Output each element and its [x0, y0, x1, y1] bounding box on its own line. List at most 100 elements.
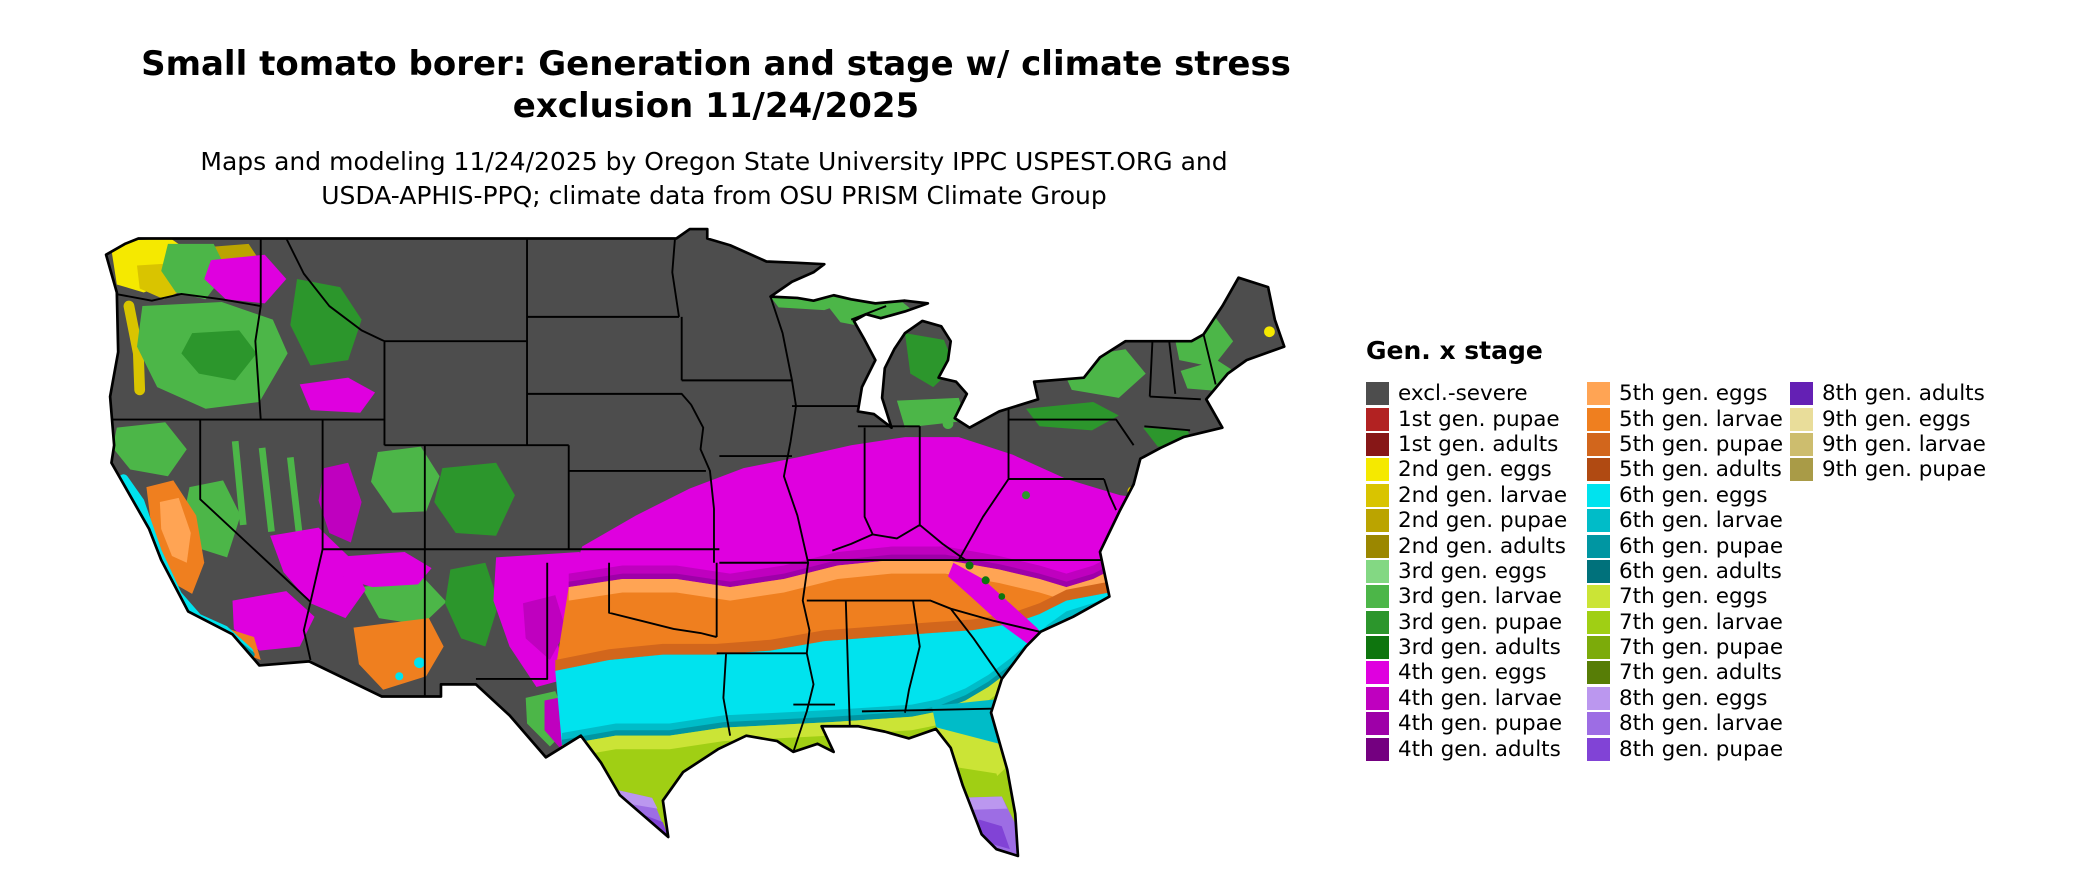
legend-color-swatch — [1790, 458, 1813, 482]
legend-item: 8th gen. eggs — [1587, 686, 1790, 711]
legend-item-label: 8th gen. adults — [1822, 381, 1985, 407]
legend-item: 3rd gen. pupae — [1366, 610, 1587, 635]
legend-item-label: 5th gen. pupae — [1619, 431, 1784, 457]
legend-item: 4th gen. adults — [1366, 736, 1587, 762]
legend-color-swatch — [1366, 610, 1389, 634]
legend-item-label: 8th gen. pupae — [1619, 736, 1784, 762]
legend-item-label: 3rd gen. eggs — [1398, 558, 1547, 584]
legend-item: 1st gen. adults — [1366, 432, 1587, 457]
legend-color-swatch — [1366, 559, 1389, 583]
legend-column-3: 8th gen. adults 9th gen. eggs 9th gen. lar… — [1790, 381, 1986, 483]
legend-item-label: 5th gen. eggs — [1619, 381, 1768, 407]
legend-item: excl.-severe — [1366, 381, 1587, 406]
legend-item: 4th gen. eggs — [1366, 660, 1587, 685]
legend-item-label: 8th gen. eggs — [1619, 685, 1768, 711]
legend-color-swatch — [1366, 585, 1389, 609]
legend-columns: excl.-severe 1st gen. pupae 1st gen. adult… — [1366, 381, 1986, 762]
legend-column-1: excl.-severe 1st gen. pupae 1st gen. adult… — [1366, 381, 1587, 762]
legend-item: 5th gen. adults — [1587, 457, 1790, 482]
legend-item-label: 4th gen. pupae — [1398, 711, 1563, 737]
legend-item: 6th gen. adults — [1587, 559, 1790, 584]
legend-item: 8th gen. adults — [1790, 381, 1986, 406]
map-subtitle-line1: Maps and modeling 11/24/2025 by Oregon S… — [200, 147, 1228, 176]
legend-color-swatch — [1587, 407, 1610, 431]
legend-item: 2nd gen. larvae — [1366, 483, 1587, 508]
legend-color-swatch — [1366, 712, 1389, 736]
legend-item-label: 7th gen. adults — [1619, 660, 1782, 686]
legend-color-swatch — [1587, 610, 1610, 634]
legend-color-swatch — [1587, 534, 1610, 558]
legend-item: 7th gen. larvae — [1587, 610, 1790, 635]
legend-item: 5th gen. pupae — [1587, 432, 1790, 457]
legend-color-swatch — [1366, 686, 1389, 710]
legend-color-swatch — [1587, 382, 1610, 406]
legend-item-label: 2nd gen. pupae — [1398, 508, 1568, 534]
legend-item-label: 6th gen. larvae — [1619, 508, 1783, 534]
map-subtitle: Maps and modeling 11/24/2025 by Oregon S… — [200, 145, 1227, 213]
legend-color-swatch — [1366, 661, 1389, 685]
map-title: Small tomato borer: Generation and stage… — [141, 43, 1291, 128]
legend-color-swatch — [1366, 458, 1389, 482]
legend-item: 2nd gen. eggs — [1366, 457, 1587, 482]
legend-item-label: 7th gen. larvae — [1619, 609, 1783, 635]
legend-item-label: 3rd gen. adults — [1398, 635, 1561, 661]
legend-color-swatch — [1366, 534, 1389, 558]
legend-item: 1st gen. pupae — [1366, 406, 1587, 432]
legend-color-swatch — [1366, 432, 1389, 456]
legend-item-label: 5th gen. larvae — [1619, 406, 1783, 432]
legend-color-swatch — [1587, 432, 1610, 456]
legend-item-label: 1st gen. adults — [1398, 431, 1559, 457]
map-subtitle-line2: USDA-APHIS-PPQ; climate data from OSU PR… — [321, 180, 1107, 210]
legend-item-label: 5th gen. adults — [1619, 457, 1782, 483]
legend-item: 8th gen. larvae — [1587, 711, 1790, 736]
legend-item: 2nd gen. adults — [1366, 533, 1587, 559]
legend-item: 6th gen. larvae — [1587, 508, 1790, 533]
legend-item-label: 7th gen. eggs — [1619, 584, 1768, 610]
legend-item: 4th gen. pupae — [1366, 711, 1587, 736]
legend-color-swatch — [1587, 636, 1610, 660]
legend-item: 5th gen. eggs — [1587, 381, 1790, 406]
legend-color-swatch — [1366, 382, 1389, 406]
legend-item-label: 4th gen. eggs — [1398, 660, 1547, 686]
legend-color-swatch — [1790, 382, 1813, 406]
legend-item-label: 4th gen. larvae — [1398, 685, 1562, 711]
legend-color-swatch — [1587, 737, 1610, 761]
legend-item-label: 9th gen. eggs — [1822, 406, 1971, 432]
legend-item: 8th gen. pupae — [1587, 736, 1790, 762]
legend: Gen. x stage excl.-severe 1st gen. pupae 1… — [1366, 336, 1986, 762]
legend-color-swatch — [1587, 585, 1610, 609]
legend-color-swatch — [1587, 458, 1610, 482]
legend-color-swatch — [1587, 686, 1610, 710]
legend-item: 7th gen. pupae — [1587, 635, 1790, 660]
legend-item: 7th gen. eggs — [1587, 584, 1790, 609]
legend-color-swatch — [1366, 636, 1389, 660]
legend-color-swatch — [1366, 407, 1389, 431]
legend-item-label: 1st gen. pupae — [1398, 406, 1560, 432]
legend-item-label: 6th gen. eggs — [1619, 482, 1768, 508]
legend-item-label: 3rd gen. larvae — [1398, 584, 1562, 610]
legend-item-label: excl.-severe — [1398, 381, 1528, 407]
legend-color-swatch — [1587, 661, 1610, 685]
legend-item-label: 4th gen. adults — [1398, 736, 1561, 762]
legend-color-swatch — [1587, 483, 1610, 507]
legend-color-swatch — [1366, 483, 1389, 507]
legend-item-label: 9th gen. larvae — [1822, 431, 1986, 457]
legend-item-label: 9th gen. pupae — [1822, 457, 1987, 483]
legend-item: 6th gen. eggs — [1587, 483, 1790, 508]
map-title-line1: Small tomato borer: Generation and stage… — [141, 43, 1291, 84]
legend-color-swatch — [1366, 509, 1389, 533]
legend-item: 6th gen. pupae — [1587, 533, 1790, 559]
legend-color-swatch — [1790, 407, 1813, 431]
legend-item: 3rd gen. larvae — [1366, 584, 1587, 609]
legend-item-label: 6th gen. pupae — [1619, 533, 1784, 559]
map-region-fills — [106, 229, 1285, 856]
legend-item: 3rd gen. adults — [1366, 635, 1587, 660]
legend-item: 4th gen. larvae — [1366, 686, 1587, 711]
legend-item-label: 2nd gen. larvae — [1398, 482, 1568, 508]
legend-item: 9th gen. larvae — [1790, 432, 1986, 457]
legend-item-label: 8th gen. larvae — [1619, 711, 1783, 737]
legend-item: 7th gen. adults — [1587, 660, 1790, 685]
legend-item-label: 3rd gen. pupae — [1398, 609, 1563, 635]
legend-item-label: 2nd gen. eggs — [1398, 457, 1552, 483]
